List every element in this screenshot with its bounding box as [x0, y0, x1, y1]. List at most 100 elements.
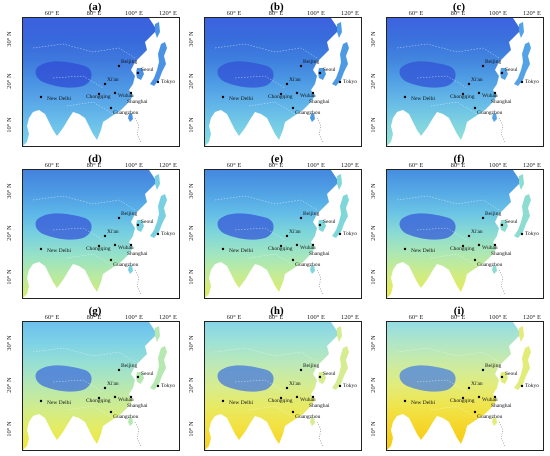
- city-marker: [137, 376, 139, 378]
- longitude-tick-label: 100° E: [489, 10, 507, 17]
- city-marker: [130, 92, 132, 94]
- latitude-tick-label: 10° N: [370, 269, 377, 284]
- longitude-tick-label: 120° E: [159, 314, 177, 321]
- city-marker: [474, 411, 476, 413]
- city-marker: [300, 65, 302, 67]
- city-marker: [110, 259, 112, 261]
- longitude-tick-label: 80° E: [269, 162, 284, 169]
- city-marker: [104, 235, 106, 237]
- city-marker: [286, 83, 288, 85]
- latitude-tick-label: 30° N: [370, 31, 377, 46]
- city-label: Tokyo: [525, 383, 539, 389]
- city-label: Beijing: [303, 211, 319, 217]
- latitude-tick-label: 30° N: [6, 31, 13, 46]
- longitude-tick-label: 120° E: [523, 10, 541, 17]
- latitude-tick-label: 30° N: [188, 31, 195, 46]
- city-label: Seoul: [505, 219, 518, 225]
- city-marker: [312, 396, 314, 398]
- map-canvas: Beijing Seoul Tokyo Xi'an New Delhi Chongqing…: [23, 18, 179, 146]
- map-frame: Beijing Seoul Tokyo Xi'an New Delhi Chongqing…: [386, 17, 544, 147]
- city-label: Beijing: [485, 211, 501, 217]
- latitude-tick-label: 20° N: [188, 73, 195, 88]
- city-label: Shanghai: [309, 403, 330, 409]
- city-label: Shanghai: [309, 251, 330, 257]
- longitude-tick-label: 60° E: [409, 162, 424, 169]
- city-marker: [474, 259, 476, 261]
- city-marker: [521, 233, 523, 235]
- city-marker: [404, 248, 406, 250]
- city-label: Seoul: [141, 67, 154, 73]
- city-marker: [404, 400, 406, 402]
- city-label: Tokyo: [343, 231, 357, 237]
- city-label: Chongqing: [86, 398, 111, 404]
- city-label: Shanghai: [309, 99, 330, 105]
- city-label: Beijing: [485, 59, 501, 65]
- city-marker: [114, 92, 116, 94]
- map-canvas: Beijing Seoul Tokyo Xi'an New Delhi Chongqing…: [387, 170, 543, 298]
- city-label: New Delhi: [47, 248, 71, 254]
- latitude-tick-label: 10° N: [370, 421, 377, 436]
- city-label: Tokyo: [525, 79, 539, 85]
- latitude-tick-label: 20° N: [188, 377, 195, 392]
- city-label: Beijing: [121, 211, 137, 217]
- city-label: Guangzhou: [295, 110, 321, 116]
- map-panel: (i) 60° E 80° E 100° E 120° E 30° N 20° N 10° N…: [368, 304, 550, 454]
- latitude-tick-label: 30° N: [188, 335, 195, 350]
- map-frame: Beijing Seoul Tokyo Xi'an New Delhi Chongqing…: [22, 321, 180, 451]
- city-marker: [130, 396, 132, 398]
- city-label: Shanghai: [127, 403, 148, 409]
- city-marker: [157, 81, 159, 83]
- map-panel: (b) 60° E 80° E 100° E 120° E 30° N 20° N 10° N…: [186, 0, 368, 150]
- map-frame: Beijing Seoul Tokyo Xi'an New Delhi Chongqing…: [204, 169, 362, 299]
- city-label: Xi'an: [107, 381, 119, 387]
- city-label: Shanghai: [127, 251, 148, 257]
- city-marker: [521, 81, 523, 83]
- city-label: Guangzhou: [295, 414, 321, 420]
- latitude-tick-label: 20° N: [188, 225, 195, 240]
- city-marker: [494, 92, 496, 94]
- longitude-tick-label: 120° E: [159, 10, 177, 17]
- city-label: Chongqing: [450, 246, 475, 252]
- city-label: Seoul: [505, 67, 518, 73]
- city-marker: [312, 92, 314, 94]
- city-label: Seoul: [505, 371, 518, 377]
- map-canvas: Beijing Seoul Tokyo Xi'an New Delhi Chongqing…: [387, 322, 543, 450]
- city-label: Tokyo: [161, 383, 175, 389]
- longitude-tick-label: 120° E: [341, 10, 359, 17]
- city-marker: [292, 259, 294, 261]
- city-marker: [118, 65, 120, 67]
- map-canvas: Beijing Seoul Tokyo Xi'an New Delhi Chongqing…: [23, 322, 179, 450]
- city-marker: [110, 411, 112, 413]
- city-marker: [104, 83, 106, 85]
- city-marker: [521, 385, 523, 387]
- latitude-tick-label: 20° N: [370, 225, 377, 240]
- city-label: Seoul: [323, 371, 336, 377]
- city-marker: [482, 217, 484, 219]
- latitude-tick-label: 20° N: [6, 225, 13, 240]
- longitude-tick-label: 100° E: [489, 314, 507, 321]
- city-label: New Delhi: [229, 248, 253, 254]
- city-label: Shanghai: [491, 251, 512, 257]
- city-label: Seoul: [323, 67, 336, 73]
- city-marker: [468, 83, 470, 85]
- city-marker: [501, 224, 503, 226]
- city-marker: [222, 400, 224, 402]
- city-label: Guangzhou: [295, 262, 321, 268]
- city-marker: [468, 387, 470, 389]
- longitude-tick-label: 60° E: [227, 162, 242, 169]
- city-marker: [339, 81, 341, 83]
- map-canvas: Beijing Seoul Tokyo Xi'an New Delhi Chongqing…: [205, 170, 361, 298]
- latitude-tick-label: 10° N: [188, 117, 195, 132]
- city-marker: [494, 244, 496, 246]
- city-label: New Delhi: [229, 96, 253, 102]
- longitude-tick-label: 100° E: [307, 10, 325, 17]
- city-label: Guangzhou: [477, 262, 503, 268]
- city-label: Seoul: [141, 371, 154, 377]
- city-marker: [296, 396, 298, 398]
- city-label: Guangzhou: [477, 414, 503, 420]
- city-marker: [114, 244, 116, 246]
- city-marker: [40, 248, 42, 250]
- city-label: New Delhi: [229, 400, 253, 406]
- city-label: Xi'an: [289, 381, 301, 387]
